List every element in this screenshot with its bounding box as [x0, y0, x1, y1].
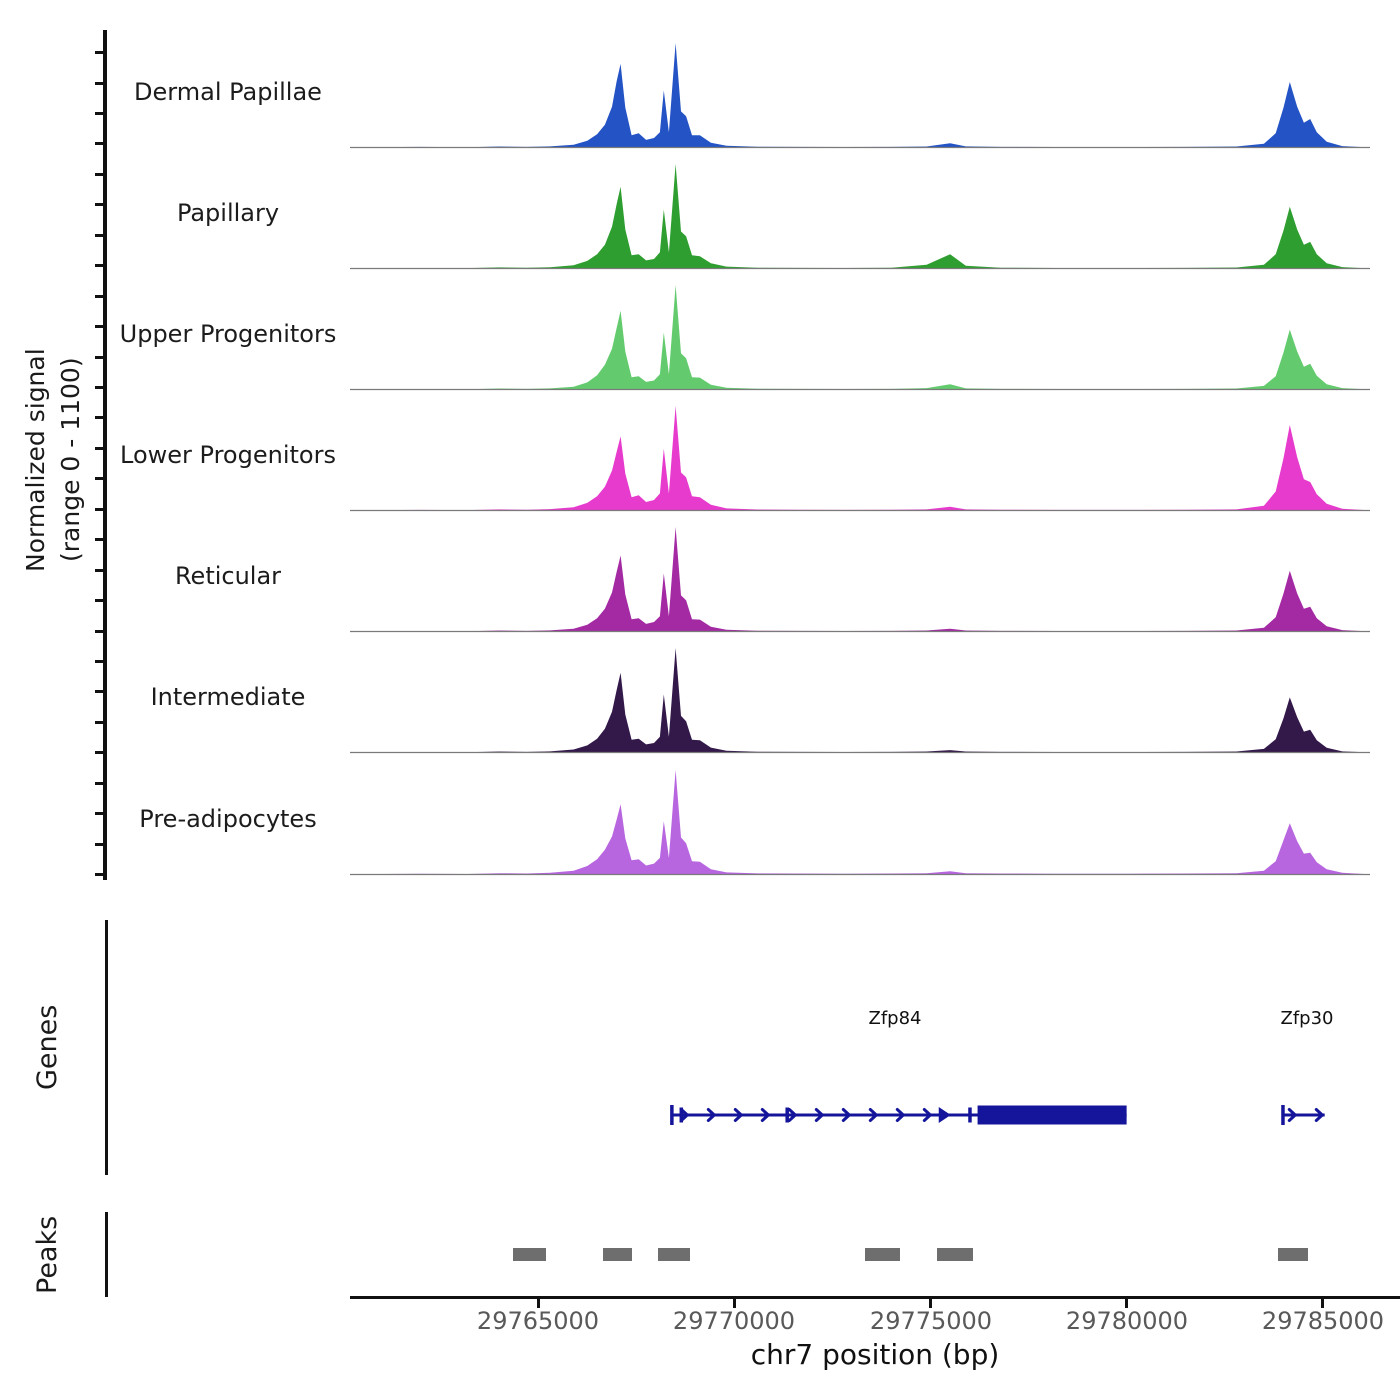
x-axis-tick-label: 29785000 — [1261, 1307, 1385, 1335]
peak-region — [937, 1248, 973, 1261]
x-axis-line — [350, 1296, 1400, 1299]
signal-axis-tick — [95, 81, 104, 85]
signal-axis-tick — [95, 842, 104, 846]
track-label-reticular: Reticular — [174, 562, 282, 590]
x-axis-title: chr7 position (bp) — [750, 1338, 1000, 1371]
x-axis-tick-label: 29770000 — [672, 1307, 796, 1335]
signal-area-dermal-papillae — [350, 43, 1370, 149]
signal-axis-tick — [95, 416, 104, 420]
genes-track — [670, 1105, 1325, 1125]
peaks-axis-line — [105, 1212, 108, 1297]
signal-axis-tick — [95, 781, 104, 785]
signal-axis-tick — [95, 477, 104, 481]
peak-region — [658, 1248, 690, 1261]
signal-area-lower-progenitors — [350, 406, 1370, 512]
signal-axis-tick — [95, 203, 104, 207]
signal-area-papillary — [350, 164, 1370, 270]
peak-region — [603, 1248, 632, 1261]
track-label-papillary: Papillary — [176, 199, 280, 227]
signal-axis-tick — [95, 690, 104, 694]
peak-region — [513, 1248, 546, 1261]
x-axis-tick — [1321, 1298, 1324, 1308]
signal-axis-tick — [95, 385, 104, 389]
track-label-upper-progenitors: Upper Progenitors — [119, 320, 337, 348]
x-axis-tick-label: 29775000 — [869, 1307, 993, 1335]
peaks-section-label: Peaks — [32, 1215, 63, 1294]
y-axis-title-line2: (range 0 - 1100) — [56, 357, 85, 563]
x-axis-tick-label: 29765000 — [476, 1307, 600, 1335]
peak-region — [1278, 1248, 1308, 1261]
genes-section-label: Genes — [32, 1004, 63, 1091]
signal-area-intermediate — [350, 648, 1370, 754]
signal-axis-tick — [95, 720, 104, 724]
gene-label-zfp84: Zfp84 — [868, 1008, 922, 1029]
signal-axis-tick — [95, 51, 104, 54]
signal-axis-tick — [95, 538, 104, 542]
signal-axis-tick — [95, 507, 104, 511]
signal-axis-tick — [95, 599, 104, 603]
track-label-dermal-papillae: Dermal Papillae — [134, 78, 322, 106]
x-axis-tick-label: 29780000 — [1065, 1307, 1189, 1335]
x-axis-tick — [733, 1298, 736, 1308]
signal-axis-line — [103, 30, 107, 880]
y-axis-title: Normalized signal (range 0 - 1100) — [18, 140, 96, 780]
signal-axis-tick — [95, 111, 104, 115]
signal-axis-tick — [95, 446, 104, 450]
track-label-intermediate: Intermediate — [150, 683, 306, 711]
signal-axis-tick — [95, 812, 104, 816]
signal-axis-tick — [95, 325, 104, 329]
y-axis-title-line1: Normalized signal — [21, 348, 50, 572]
signal-area-upper-progenitors — [350, 285, 1370, 391]
x-axis-tick — [1125, 1298, 1128, 1308]
genes-axis-line — [105, 920, 108, 1175]
signal-axis-tick — [95, 142, 104, 146]
signal-area-pre-adipocytes — [350, 770, 1370, 876]
signal-axis-tick — [95, 264, 104, 268]
signal-axis-tick — [95, 568, 104, 572]
signal-area-reticular — [350, 527, 1370, 633]
track-label-lower-progenitors: Lower Progenitors — [120, 441, 336, 469]
x-axis-tick — [537, 1298, 540, 1308]
track-label-pre-adipocytes: Pre-adipocytes — [139, 805, 317, 833]
signal-axis-tick — [95, 294, 104, 298]
signal-axis-tick — [95, 660, 104, 663]
signal-axis-tick — [95, 355, 104, 359]
peak-region — [865, 1248, 900, 1261]
signal-axis-tick — [95, 873, 104, 877]
signal-axis-tick — [95, 172, 104, 176]
signal-axis-tick — [95, 233, 104, 237]
signal-axis-tick — [95, 629, 104, 633]
signal-axis-tick — [95, 751, 104, 755]
x-axis-tick — [929, 1298, 932, 1308]
gene-label-zfp30: Zfp30 — [1280, 1008, 1334, 1029]
